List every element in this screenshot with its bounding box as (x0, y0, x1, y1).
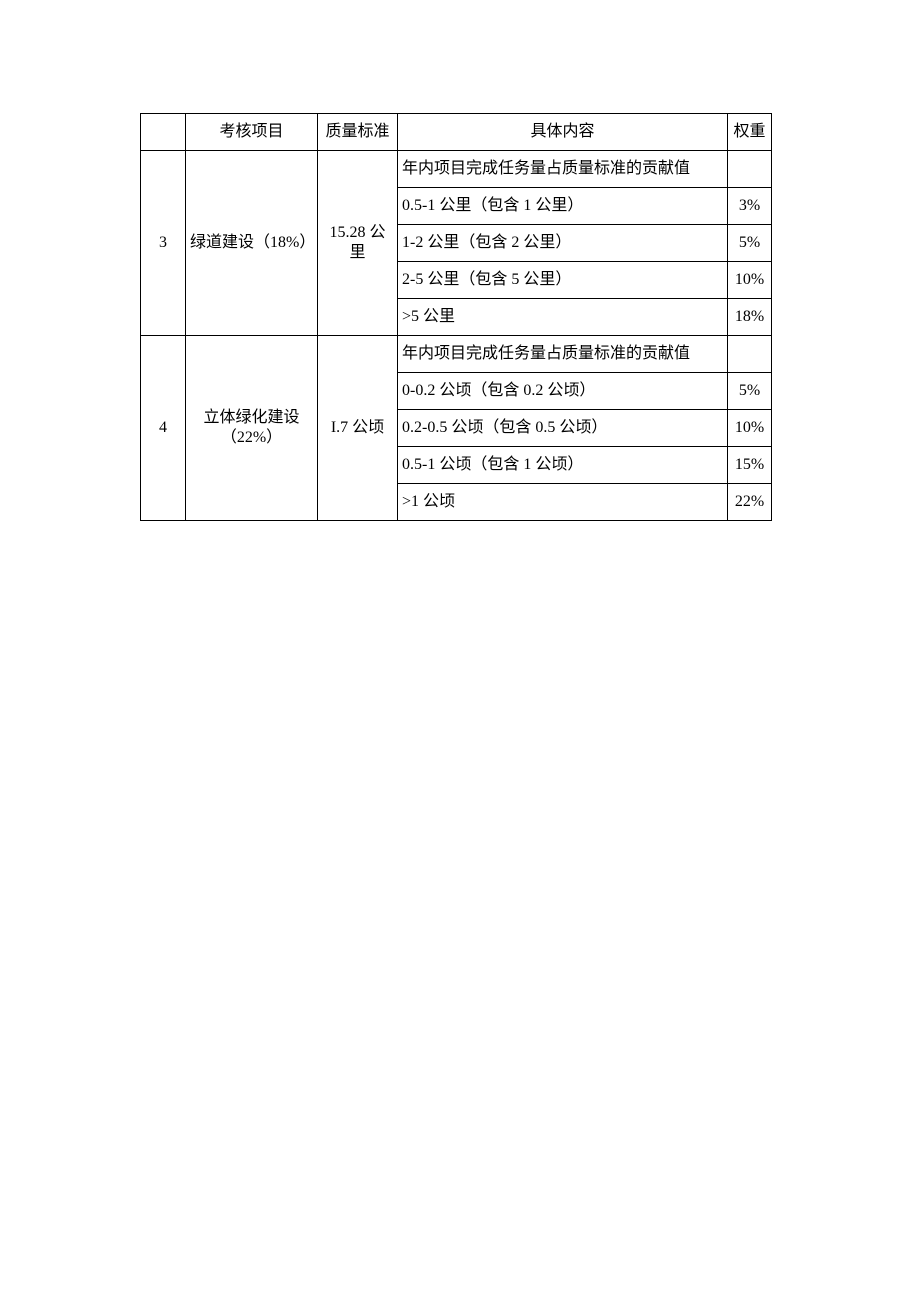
header-weight: 权重 (728, 114, 772, 151)
cell-weight: 18% (728, 299, 772, 336)
table-header-row: 考核项目 质量标准 具体内容 权重 (141, 114, 772, 151)
cell-weight: 15% (728, 447, 772, 484)
header-content: 具体内容 (398, 114, 728, 151)
cell-content: 0.5-1 公顷（包含 1 公顷） (398, 447, 728, 484)
header-index (141, 114, 186, 151)
cell-content: 0.2-0.5 公顷（包含 0.5 公顷） (398, 410, 728, 447)
cell-weight: 10% (728, 410, 772, 447)
table-row: 3绿道建设（18%）15.28 公里年内项目完成任务量占质量标准的贡献值 (141, 151, 772, 188)
cell-weight (728, 151, 772, 188)
cell-content: >1 公顷 (398, 484, 728, 521)
table-head: 考核项目 质量标准 具体内容 权重 (141, 114, 772, 151)
header-standard: 质量标准 (318, 114, 398, 151)
cell-index: 4 (141, 336, 186, 521)
cell-weight: 5% (728, 225, 772, 262)
cell-project: 绿道建设（18%） (186, 151, 318, 336)
cell-content: 1-2 公里（包含 2 公里） (398, 225, 728, 262)
table-body: 3绿道建设（18%）15.28 公里年内项目完成任务量占质量标准的贡献值0.5-… (141, 151, 772, 521)
cell-content: >5 公里 (398, 299, 728, 336)
cell-weight: 10% (728, 262, 772, 299)
cell-project: 立体绿化建设（22%） (186, 336, 318, 521)
cell-index: 3 (141, 151, 186, 336)
cell-content: 年内项目完成任务量占质量标准的贡献值 (398, 336, 728, 373)
assessment-table: 考核项目 质量标准 具体内容 权重 3绿道建设（18%）15.28 公里年内项目… (140, 113, 772, 521)
cell-weight: 5% (728, 373, 772, 410)
cell-content: 0-0.2 公顷（包含 0.2 公顷） (398, 373, 728, 410)
cell-standard: 15.28 公里 (318, 151, 398, 336)
header-project: 考核项目 (186, 114, 318, 151)
cell-content: 年内项目完成任务量占质量标准的贡献值 (398, 151, 728, 188)
cell-standard: I.7 公顷 (318, 336, 398, 521)
cell-weight: 22% (728, 484, 772, 521)
cell-content: 2-5 公里（包含 5 公里） (398, 262, 728, 299)
cell-weight (728, 336, 772, 373)
cell-weight: 3% (728, 188, 772, 225)
table-row: 4立体绿化建设（22%）I.7 公顷年内项目完成任务量占质量标准的贡献值 (141, 336, 772, 373)
cell-content: 0.5-1 公里（包含 1 公里） (398, 188, 728, 225)
document-page: { "table": { "layout": { "left_px": 140,… (0, 0, 920, 1301)
